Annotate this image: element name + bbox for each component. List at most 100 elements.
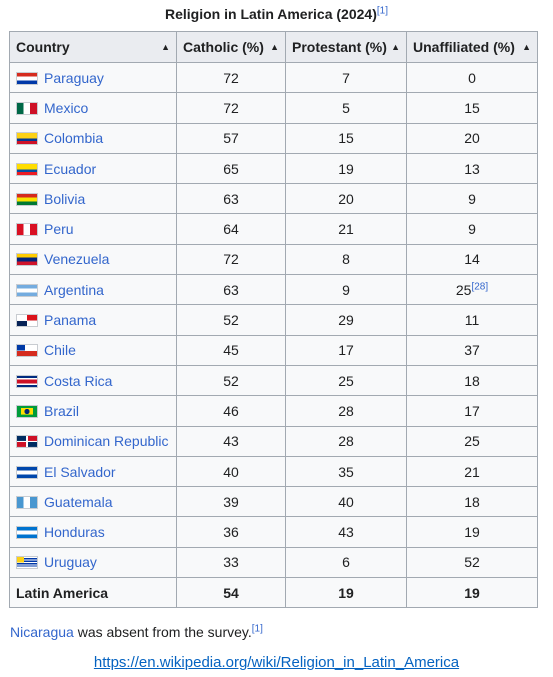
- country-link[interactable]: Uruguay: [44, 554, 97, 571]
- country-link[interactable]: El Salvador: [44, 463, 116, 480]
- unaffiliated-value: 21: [464, 463, 480, 480]
- unaffiliated-cell: 18: [406, 486, 538, 518]
- country-link[interactable]: Ecuador: [44, 160, 97, 177]
- caption-reference-link[interactable]: [1]: [376, 5, 388, 17]
- protestant-cell: 9: [285, 274, 407, 306]
- table-row: Colombia 57 15 20: [9, 122, 538, 154]
- protestant-cell: 7: [285, 61, 407, 94]
- flag-icon: [16, 495, 38, 509]
- table-row: Honduras 36 43 19: [9, 516, 538, 548]
- column-header-unaffiliated[interactable]: Unaffiliated (%) ▲︎: [406, 31, 538, 63]
- flag-icon: [16, 192, 38, 206]
- unaffiliated-cell: 52: [406, 546, 538, 579]
- reference-link[interactable]: [28]: [471, 281, 489, 293]
- survey-note: Nicaragua was absent from the survey.[1]: [10, 624, 263, 640]
- flag-icon: [16, 162, 38, 176]
- country-link[interactable]: Chile: [44, 342, 76, 359]
- column-header-protestant[interactable]: Protestant (%) ▲︎: [285, 31, 407, 63]
- flag-icon: [16, 314, 38, 328]
- column-header-country[interactable]: Country ▲︎: [9, 31, 177, 63]
- unaffiliated-cell: 13: [406, 152, 538, 185]
- protestant-cell: 20: [285, 183, 407, 215]
- catholic-cell: 63: [176, 183, 286, 215]
- country-link[interactable]: Panama: [44, 312, 97, 329]
- protestant-cell: 19: [285, 152, 407, 185]
- flag-icon: [16, 374, 38, 388]
- country-link[interactable]: Brazil: [44, 402, 80, 419]
- country-link[interactable]: Honduras: [44, 524, 105, 541]
- sort-icon[interactable]: ▲︎: [270, 42, 279, 52]
- flag-icon: [16, 283, 38, 297]
- country-link[interactable]: Paraguay: [44, 69, 104, 86]
- protestant-cell: 21: [285, 213, 407, 245]
- unaffiliated-cell: 0: [406, 61, 538, 94]
- country-link[interactable]: Mexico: [44, 99, 89, 116]
- catholic-cell: 72: [176, 243, 286, 276]
- table-row: Panama 52 29 11: [9, 304, 538, 336]
- table-row: Costa Rica 52 25 18: [9, 364, 538, 397]
- unaffiliated-value: 9: [468, 190, 476, 207]
- catholic-cell: 72: [176, 92, 286, 124]
- unaffiliated-value: 14: [464, 251, 480, 268]
- protestant-cell: 8: [285, 243, 407, 276]
- country-link[interactable]: Guatemala: [44, 493, 113, 510]
- sort-icon[interactable]: ▲︎: [522, 42, 531, 52]
- country-link[interactable]: Costa Rica: [44, 372, 113, 389]
- total-row: Latin America 54 19 19: [9, 577, 538, 609]
- nicaragua-link[interactable]: Nicaragua: [10, 624, 74, 640]
- country-link[interactable]: Venezuela: [44, 251, 110, 268]
- table-row: Guatemala 39 40 18: [9, 486, 538, 518]
- catholic-cell: 52: [176, 304, 286, 336]
- flag-icon: [16, 132, 38, 146]
- table-title: Religion in Latin America (2024): [165, 6, 377, 22]
- unaffiliated-value: 18: [464, 372, 480, 389]
- protestant-cell: 15: [285, 122, 407, 154]
- table-row: Paraguay 72 7 0: [9, 61, 538, 94]
- unaffiliated-value: 11: [464, 312, 480, 329]
- unaffiliated-value: 37: [464, 342, 480, 359]
- unaffiliated-cell: 19: [406, 577, 538, 609]
- country-link[interactable]: Colombia: [44, 130, 104, 147]
- note-reference-link[interactable]: [1]: [251, 623, 263, 635]
- protestant-cell: 28: [285, 395, 407, 427]
- unaffiliated-value: 18: [464, 493, 480, 510]
- unaffiliated-cell: 19: [406, 516, 538, 548]
- sort-icon[interactable]: ▲︎: [391, 42, 400, 52]
- unaffiliated-value: 0: [468, 69, 476, 86]
- table-row: Mexico 72 5 15: [9, 92, 538, 124]
- unaffiliated-cell: 37: [406, 334, 538, 366]
- unaffiliated-value: 13: [464, 160, 480, 177]
- protestant-cell: 17: [285, 334, 407, 366]
- table-row: Bolivia 63 20 9: [9, 183, 538, 215]
- sort-icon[interactable]: ▲︎: [161, 42, 170, 52]
- unaffiliated-value: 17: [464, 402, 480, 419]
- country-link[interactable]: Argentina: [44, 281, 104, 298]
- catholic-cell: 57: [176, 122, 286, 154]
- table-row: Chile 45 17 37: [9, 334, 538, 366]
- flag-icon: [16, 465, 38, 479]
- catholic-cell: 46: [176, 395, 286, 427]
- source-url-link[interactable]: https://en.wikipedia.org/wiki/Religion_i…: [93, 654, 460, 671]
- country-link[interactable]: Dominican Republic: [44, 433, 169, 450]
- protestant-cell: 40: [285, 486, 407, 518]
- country-link[interactable]: Bolivia: [44, 190, 86, 207]
- catholic-cell: 43: [176, 425, 286, 457]
- unaffiliated-cell: 14: [406, 243, 538, 276]
- catholic-cell: 40: [176, 455, 286, 488]
- catholic-cell: 36: [176, 516, 286, 548]
- unaffiliated-cell: 11: [406, 304, 538, 336]
- unaffiliated-cell: 25[28]: [406, 274, 538, 306]
- flag-icon: [16, 556, 38, 570]
- unaffiliated-value: 9: [468, 221, 476, 238]
- protestant-cell: 5: [285, 92, 407, 124]
- column-header-label: Protestant (%): [292, 39, 387, 55]
- protestant-cell: 25: [285, 364, 407, 397]
- catholic-cell: 52: [176, 364, 286, 397]
- column-header-catholic[interactable]: Catholic (%) ▲︎: [176, 31, 286, 63]
- catholic-cell: 72: [176, 61, 286, 94]
- unaffiliated-value: 25: [455, 281, 472, 298]
- country-link[interactable]: Peru: [44, 221, 74, 238]
- catholic-cell: 39: [176, 486, 286, 518]
- column-header-label: Catholic (%): [183, 39, 264, 55]
- catholic-cell: 33: [176, 546, 286, 579]
